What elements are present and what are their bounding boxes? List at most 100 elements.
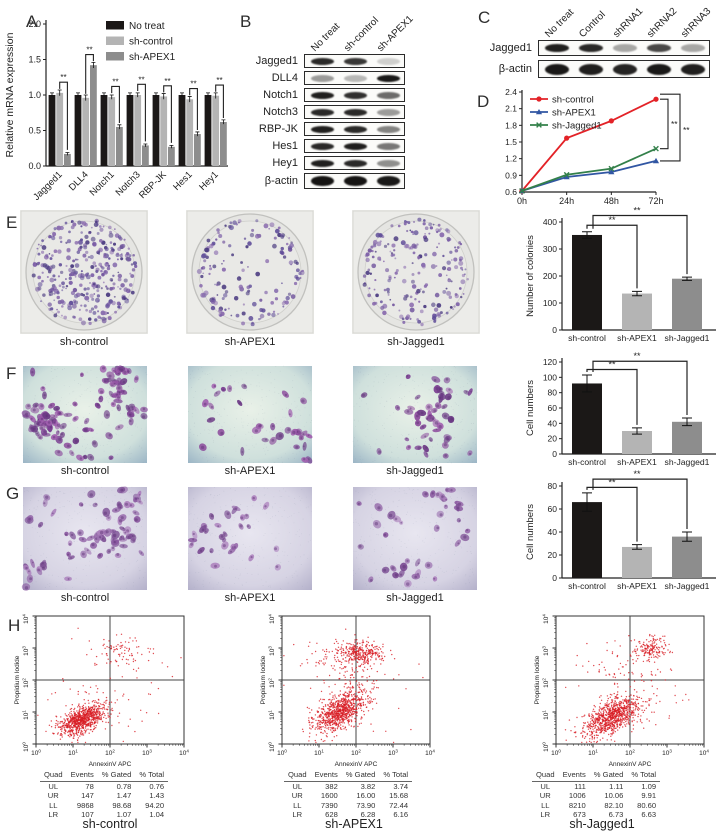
quad-col-header: Quad	[40, 770, 67, 782]
colony-dot	[130, 274, 135, 278]
colony-dot	[102, 225, 105, 228]
cell-blob	[133, 406, 140, 414]
y-tick-label: 80	[548, 481, 558, 491]
colony-dot	[231, 253, 235, 257]
cell-blob	[103, 410, 111, 419]
cell-blob	[140, 412, 148, 420]
colony-dot	[77, 220, 82, 225]
colony-dot	[458, 287, 462, 290]
colony-dot	[108, 225, 112, 230]
colony-image-caption: sh-control	[59, 336, 109, 348]
cell-blob	[35, 430, 40, 437]
colony-dot	[100, 269, 103, 273]
colony-dot	[255, 271, 261, 277]
quad-value: 1.47	[116, 791, 132, 800]
quad-col-header: Quad	[532, 770, 559, 782]
blot-band	[343, 125, 368, 133]
cell-blob	[443, 504, 448, 510]
cell-blob	[99, 365, 107, 373]
cell-blob	[288, 409, 293, 418]
quad-value: 1.43	[149, 791, 165, 800]
quad-value: 6.63	[641, 810, 657, 819]
cell-blob	[104, 528, 112, 537]
x-tick-label: 0h	[517, 196, 527, 206]
quad-value: 98.68	[112, 800, 132, 810]
x-category-label: Hes1	[171, 169, 194, 192]
legend-entry: sh-APEX1	[129, 52, 176, 63]
colony-dot	[53, 249, 58, 254]
colony-dot	[222, 240, 226, 244]
colony-dot	[215, 238, 218, 241]
cell-blob	[300, 397, 307, 405]
cell-blob	[23, 564, 29, 571]
cell-blob	[423, 451, 429, 458]
colony-dot	[437, 223, 441, 227]
cell-blob	[115, 424, 124, 431]
colony-dot	[53, 299, 56, 302]
cell-blob	[398, 569, 405, 578]
cell-blob	[197, 547, 205, 554]
colony-dot	[86, 287, 90, 291]
x-axis-label: AnnexinV APC	[609, 761, 652, 768]
quad-name: LR	[292, 810, 303, 819]
colony-dot	[238, 284, 244, 290]
quad-value: 1.07	[116, 810, 132, 819]
log-tick-label: 104	[268, 614, 277, 624]
cell-blob	[273, 545, 280, 553]
colony-dot	[87, 300, 90, 303]
colony-dot	[70, 264, 75, 269]
colony-dot	[431, 302, 436, 308]
colony-dot	[109, 249, 115, 255]
colony-dot	[112, 242, 117, 246]
blot-band	[376, 159, 401, 167]
colony-dot	[221, 262, 223, 265]
colony-dot	[458, 260, 464, 266]
colony-dot	[92, 243, 95, 245]
colony-dot	[82, 253, 87, 258]
colony-dot	[411, 284, 417, 289]
colony-dot	[46, 255, 49, 258]
cell-blob	[64, 531, 69, 537]
colony-dot	[116, 258, 119, 261]
colony-dot	[85, 296, 88, 299]
colony-dot	[274, 297, 279, 301]
colony-dot	[83, 287, 87, 291]
colony-dot	[85, 240, 90, 245]
colony-dot	[423, 304, 427, 309]
cell-blob	[411, 573, 421, 580]
colony-dot	[105, 285, 108, 288]
blot-band	[578, 63, 604, 75]
colony-dot	[406, 229, 409, 233]
cell-blob	[72, 415, 79, 422]
colony-dot	[56, 225, 62, 231]
colony-dot	[288, 237, 291, 239]
cell-blob	[111, 507, 121, 513]
cell-blob	[432, 428, 442, 433]
cell-blob	[83, 417, 90, 425]
cell-blob	[213, 390, 221, 397]
colony-dot	[392, 303, 395, 307]
colony-dot	[267, 312, 271, 316]
cell-blob	[454, 539, 461, 547]
blot-box	[304, 88, 405, 102]
cell-blob	[422, 444, 429, 453]
colony-dot	[421, 264, 426, 269]
cell-blob	[111, 392, 120, 398]
bar	[82, 97, 90, 166]
colony-dot	[400, 240, 406, 246]
log-tick-label: 104	[425, 749, 435, 758]
colony-dot	[420, 322, 424, 327]
x-category-label: Notch1	[88, 169, 117, 198]
cell-blob	[120, 389, 128, 395]
colony-dot	[401, 317, 405, 321]
colony-dot	[459, 258, 462, 262]
log-tick-label: 102	[22, 678, 31, 688]
cell-blob	[41, 559, 47, 565]
colony-dot	[92, 261, 97, 265]
quad-value: 147	[81, 791, 94, 800]
cell-blob	[187, 537, 198, 543]
colony-dot	[57, 275, 61, 278]
colony-dot	[398, 309, 401, 312]
colony-dot	[112, 282, 116, 286]
